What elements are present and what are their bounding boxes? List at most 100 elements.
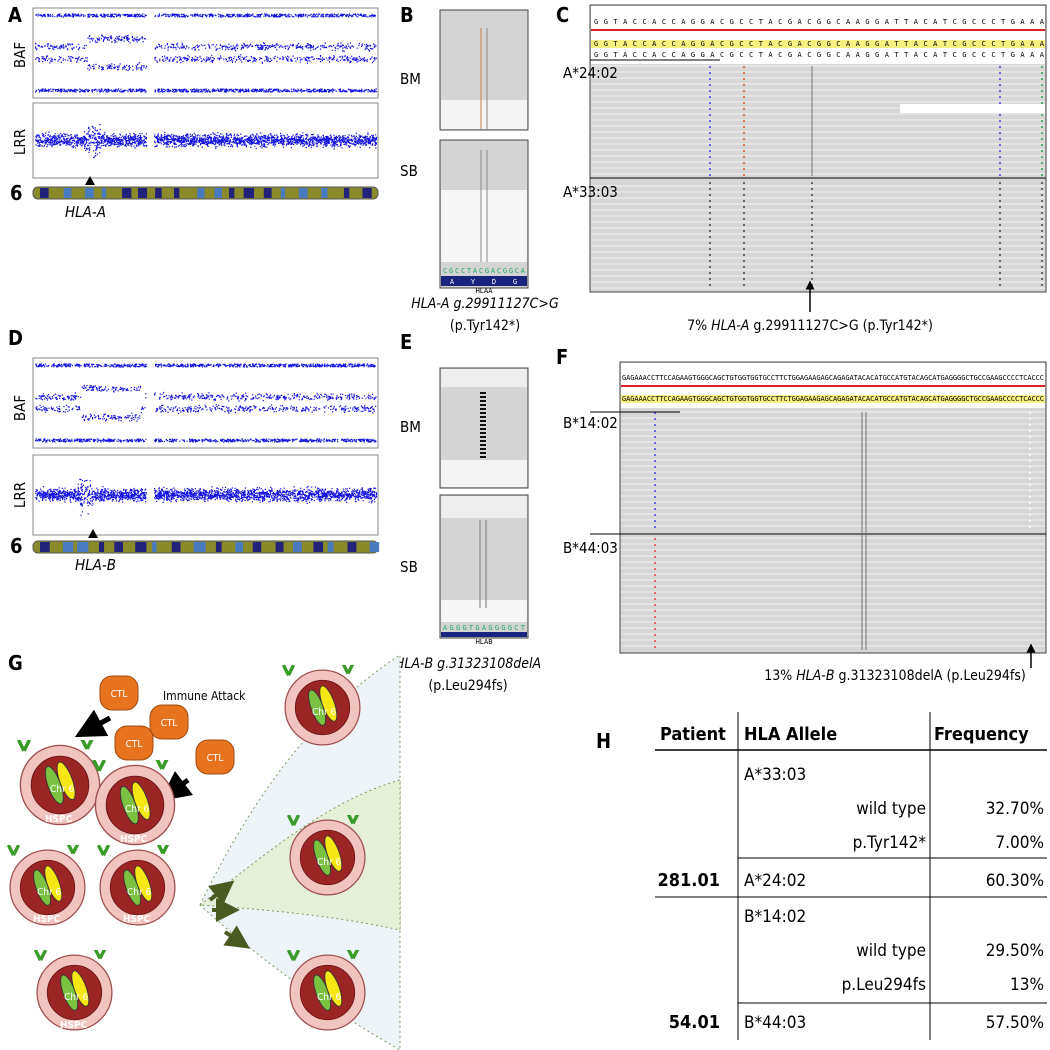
caption-text: g.31323108delA (p.Leu294fs) bbox=[838, 668, 1025, 684]
panel-letter: G bbox=[8, 651, 23, 675]
ideogram-band bbox=[98, 542, 105, 552]
caption-text: 13% bbox=[764, 668, 792, 684]
indel-mark bbox=[480, 436, 486, 438]
chromosome-label: 6 bbox=[10, 534, 23, 558]
table-cell: p.Leu294fs bbox=[842, 975, 926, 995]
ideogram-band bbox=[362, 188, 372, 198]
table-cell: p.Tyr142* bbox=[853, 833, 927, 853]
pileup-bg bbox=[441, 600, 527, 622]
sample-label: BM bbox=[400, 418, 421, 436]
expansion-arrow bbox=[208, 880, 235, 905]
ideogram-band bbox=[327, 542, 334, 552]
ideogram-band bbox=[197, 188, 205, 198]
axis-label: BAF bbox=[11, 395, 29, 421]
hspc-cell bbox=[96, 845, 177, 927]
table-cell: 7.00% bbox=[995, 833, 1044, 853]
axis-label: LRR bbox=[11, 129, 29, 155]
chromosome-label: Chr 6 bbox=[37, 887, 62, 898]
panel-letter: E bbox=[400, 330, 412, 354]
gene-label: HLA-A bbox=[65, 203, 106, 221]
scatter-noise bbox=[35, 13, 377, 93]
ideogram-band bbox=[155, 188, 162, 198]
indel-mark bbox=[480, 452, 486, 454]
ideogram-band bbox=[347, 542, 357, 552]
ideogram-band bbox=[275, 542, 284, 552]
indel-mark bbox=[480, 448, 486, 450]
ctl-label: CTL bbox=[161, 718, 178, 729]
ideogram-band bbox=[228, 188, 235, 198]
ideogram-band bbox=[193, 542, 206, 552]
amino-acid: Y bbox=[471, 278, 476, 286]
hspc-cell bbox=[91, 760, 177, 847]
panel-letter: F bbox=[556, 345, 568, 369]
cell-label: HSPC bbox=[123, 914, 151, 925]
ideogram-band bbox=[235, 542, 244, 552]
panel-letter: B bbox=[400, 3, 414, 27]
sample-label: SB bbox=[400, 558, 418, 576]
ctl-label: CTL bbox=[111, 689, 128, 700]
chromosome-label: Chr 6 bbox=[317, 857, 342, 868]
ideogram-band bbox=[137, 188, 148, 198]
variant-caption: HLA-B g.31323108delA bbox=[395, 656, 541, 672]
table-cell: 57.50% bbox=[986, 1013, 1044, 1033]
indel-mark bbox=[480, 456, 486, 458]
chromosome-label: Chr 6 bbox=[312, 707, 337, 718]
caption-text: HLA-A g.29911127C>G bbox=[411, 296, 559, 312]
chromosome-label: Chr 6 bbox=[317, 992, 342, 1003]
coverage bbox=[441, 496, 527, 518]
cell-label: HSPC bbox=[33, 914, 61, 925]
ideogram-band bbox=[84, 188, 94, 198]
ctl-cell bbox=[114, 725, 154, 761]
gene-track: HLAA bbox=[476, 287, 494, 295]
panel-letter: C bbox=[556, 3, 569, 27]
consensus-sequence: GAGAAACCTTCCAGAAGTGGGCAGCTGTGGTGGTGCCTTC… bbox=[622, 395, 1044, 403]
scatter-points bbox=[35, 13, 377, 93]
indel-mark bbox=[480, 392, 486, 394]
axis-label: BAF bbox=[11, 42, 29, 68]
pileup-bg bbox=[441, 100, 527, 129]
table-cell: wild type bbox=[856, 799, 926, 819]
consensus-sequence: GGTACCACCAGGACGCCTACGACGGCAAGGATTACATCGC… bbox=[594, 40, 1045, 48]
table-cell: B*44:03 bbox=[744, 1013, 806, 1033]
ideogram-band bbox=[77, 542, 89, 552]
indel-mark bbox=[480, 432, 486, 434]
indel-mark bbox=[480, 424, 486, 426]
table-cell: A*33:03 bbox=[744, 765, 806, 785]
ideogram-band bbox=[171, 542, 181, 552]
ctl-cell bbox=[195, 739, 235, 775]
consensus-sequence: GGTACCACCAGGACGCCTACGACGGCAAGGATTACATCGC… bbox=[594, 51, 1045, 59]
table-header: Patient bbox=[660, 724, 726, 745]
table-header: HLA Allele bbox=[744, 724, 837, 745]
chromosome-label: Chr 6 bbox=[50, 784, 75, 795]
indel-mark bbox=[480, 416, 486, 418]
baf-plot bbox=[32, 7, 379, 99]
ideogram-band bbox=[152, 542, 157, 552]
baf-plot bbox=[32, 357, 379, 449]
ideogram-band bbox=[263, 188, 272, 198]
ideogram-band bbox=[313, 542, 324, 552]
soft-clip bbox=[900, 104, 1045, 113]
ideogram-band bbox=[280, 188, 286, 198]
ideogram-band bbox=[321, 188, 328, 198]
table-cell: B*14:02 bbox=[744, 907, 806, 927]
axis-label: LRR bbox=[11, 482, 29, 508]
scatter-noise bbox=[35, 363, 377, 443]
cell-label: HSPC bbox=[60, 1020, 88, 1031]
hspc-cell bbox=[33, 950, 114, 1032]
allele-label: A*33:03 bbox=[563, 183, 618, 201]
table-cell: 13% bbox=[1010, 975, 1044, 995]
expansion-arrow bbox=[223, 925, 250, 949]
ideogram-band bbox=[252, 542, 262, 552]
ideogram-band bbox=[40, 542, 50, 552]
aa-track bbox=[441, 632, 527, 637]
ideogram-band bbox=[40, 188, 49, 198]
scatter-noise bbox=[35, 124, 378, 159]
table-cell: wild type bbox=[856, 941, 926, 961]
ideogram bbox=[32, 186, 379, 200]
consensus-track bbox=[621, 395, 1045, 403]
caption-text: HLA-B bbox=[796, 668, 834, 684]
allele-label: A*24:02 bbox=[563, 64, 618, 82]
attack-arrow bbox=[160, 771, 193, 801]
caption-text: HLA-B g.31323108delA bbox=[395, 656, 541, 672]
gene-label: HLA-B bbox=[75, 556, 116, 574]
